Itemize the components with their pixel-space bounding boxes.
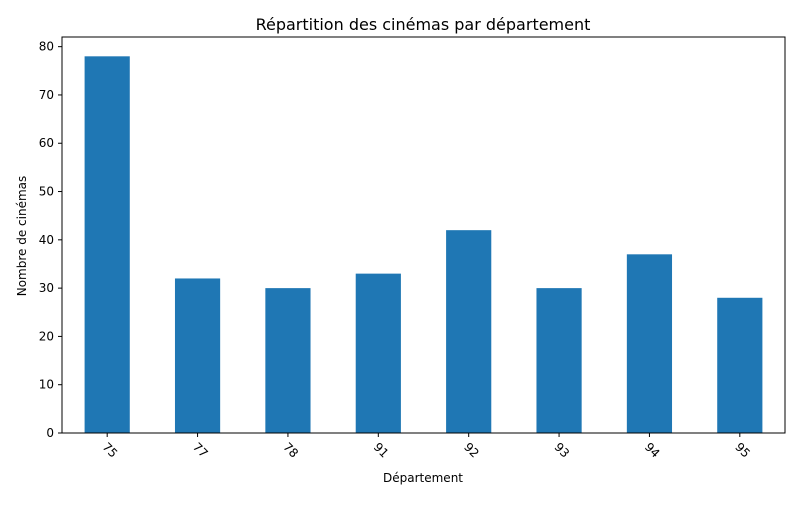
chart-title: Répartition des cinémas par département bbox=[256, 15, 591, 34]
x-tick-label-95: 95 bbox=[732, 440, 753, 461]
y-tick-label-40: 40 bbox=[39, 233, 54, 247]
bar-75 bbox=[84, 56, 130, 433]
x-tick-label-78: 78 bbox=[280, 440, 301, 461]
y-tick-label-60: 60 bbox=[39, 136, 54, 150]
x-tick-label-92: 92 bbox=[461, 440, 482, 461]
bar-94 bbox=[626, 254, 673, 433]
y-tick-label-50: 50 bbox=[39, 185, 54, 199]
y-tick-label-20: 20 bbox=[39, 329, 54, 343]
x-tick-label-93: 93 bbox=[552, 440, 573, 461]
bar-78 bbox=[265, 288, 311, 433]
y-tick-label-70: 70 bbox=[39, 88, 54, 102]
y-axis: 0 10 20 30 40 50 60 70 80 bbox=[39, 40, 62, 440]
bar-91 bbox=[355, 273, 401, 433]
bar-77 bbox=[174, 278, 221, 433]
bar-92 bbox=[446, 230, 492, 433]
x-axis-label: Département bbox=[383, 471, 463, 485]
y-tick-label-80: 80 bbox=[39, 40, 54, 54]
x-tick-label-75: 75 bbox=[100, 440, 121, 461]
y-tick-label-10: 10 bbox=[39, 378, 54, 392]
x-tick-label-94: 94 bbox=[642, 440, 663, 461]
plot-frame bbox=[61, 36, 786, 434]
y-tick-label-0: 0 bbox=[46, 426, 54, 440]
x-axis: 75 77 78 91 92 93 94 95 bbox=[100, 433, 753, 461]
x-tick-label-77: 77 bbox=[190, 440, 211, 461]
bar-93 bbox=[536, 288, 582, 433]
y-axis-label: Nombre de cinémas bbox=[15, 176, 29, 297]
x-tick-label-91: 91 bbox=[371, 440, 392, 461]
bars-group bbox=[84, 56, 763, 433]
y-tick-label-30: 30 bbox=[39, 281, 54, 295]
bar-95 bbox=[717, 297, 763, 433]
